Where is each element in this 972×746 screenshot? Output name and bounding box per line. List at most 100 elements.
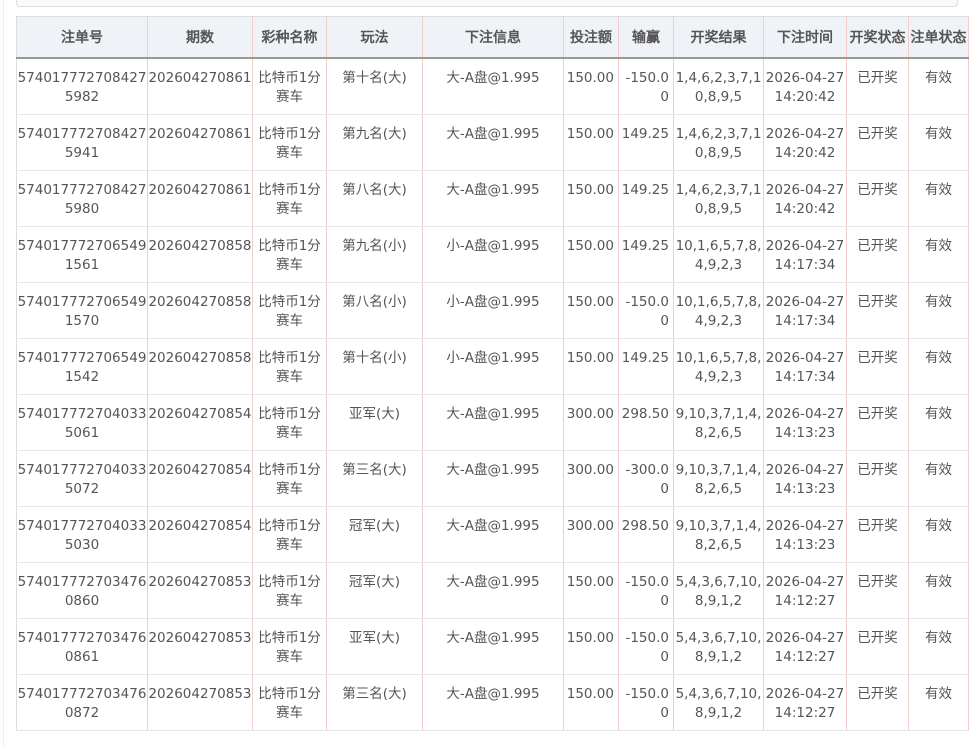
cell-bet-id: 5740177727034760861	[16, 618, 148, 675]
cell-lottery-name: 比特币1分赛车	[252, 674, 327, 731]
table-row: 5740177727084275941 202604270861 比特币1分赛车 第九…	[16, 114, 969, 171]
cell-win-loss: -150.00	[618, 58, 674, 115]
cell-bet-id: 5740177727040335030	[16, 506, 148, 563]
cell-bet-info: 小-A盘@1.995	[422, 226, 564, 283]
cell-period: 202604270853	[147, 674, 253, 731]
cell-play-type: 亚军(大)	[326, 394, 423, 451]
cell-play-type: 第九名(大)	[326, 114, 423, 171]
cell-bet-amount: 300.00	[563, 394, 619, 451]
cell-draw-result: 9,10,3,7,1,4,8,2,6,5	[673, 506, 764, 563]
cell-draw-result: 5,4,3,6,7,10,8,9,1,2	[673, 618, 764, 675]
cell-bet-time: 2026-04-27 14:13:23	[763, 394, 847, 451]
cell-bet-info: 大-A盘@1.995	[422, 674, 564, 731]
header-bet-time: 下注时间	[763, 16, 847, 59]
cell-bet-status: 有效	[908, 506, 969, 563]
cell-lottery-name: 比特币1分赛车	[252, 58, 327, 115]
cell-win-loss: -300.00	[618, 450, 674, 507]
cell-bet-time: 2026-04-27 14:17:34	[763, 282, 847, 339]
cell-bet-status: 有效	[908, 562, 969, 619]
cell-draw-result: 1,4,6,2,3,7,10,8,9,5	[673, 58, 764, 115]
cell-bet-amount: 150.00	[563, 282, 619, 339]
cell-period: 202604270853	[147, 618, 253, 675]
header-bet-amount: 投注额	[563, 16, 619, 59]
cell-lottery-name: 比特币1分赛车	[252, 226, 327, 283]
cell-draw-status: 已开奖	[846, 170, 909, 227]
cell-bet-amount: 150.00	[563, 226, 619, 283]
cell-bet-status: 有效	[908, 282, 969, 339]
cell-lottery-name: 比特币1分赛车	[252, 618, 327, 675]
cell-draw-status: 已开奖	[846, 394, 909, 451]
cell-bet-time: 2026-04-27 14:20:42	[763, 58, 847, 115]
header-draw-status: 开奖状态	[846, 16, 909, 59]
cell-period: 202604270861	[147, 58, 253, 115]
cell-play-type: 第十名(大)	[326, 58, 423, 115]
cell-bet-amount: 150.00	[563, 114, 619, 171]
cell-bet-amount: 150.00	[563, 562, 619, 619]
cell-period: 202604270858	[147, 282, 253, 339]
cell-bet-time: 2026-04-27 14:12:27	[763, 618, 847, 675]
cell-draw-status: 已开奖	[846, 226, 909, 283]
cell-play-type: 第八名(小)	[326, 282, 423, 339]
cell-draw-status: 已开奖	[846, 562, 909, 619]
cell-draw-result: 10,1,6,5,7,8,4,9,2,3	[673, 338, 764, 395]
cell-lottery-name: 比特币1分赛车	[252, 450, 327, 507]
cell-draw-status: 已开奖	[846, 450, 909, 507]
cell-period: 202604270854	[147, 506, 253, 563]
cell-bet-info: 大-A盘@1.995	[422, 170, 564, 227]
cell-draw-result: 9,10,3,7,1,4,8,2,6,5	[673, 450, 764, 507]
cell-bet-id: 5740177727084275980	[16, 170, 148, 227]
cell-bet-info: 大-A盘@1.995	[422, 618, 564, 675]
cell-lottery-name: 比特币1分赛车	[252, 506, 327, 563]
cell-bet-amount: 150.00	[563, 58, 619, 115]
cell-play-type: 第三名(大)	[326, 450, 423, 507]
cell-win-loss: 298.50	[618, 394, 674, 451]
cell-bet-time: 2026-04-27 14:20:42	[763, 114, 847, 171]
header-draw-result: 开奖结果	[673, 16, 764, 59]
cell-win-loss: -150.00	[618, 674, 674, 731]
cell-bet-amount: 150.00	[563, 338, 619, 395]
cell-draw-result: 10,1,6,5,7,8,4,9,2,3	[673, 226, 764, 283]
cell-play-type: 第十名(小)	[326, 338, 423, 395]
cell-bet-status: 有效	[908, 674, 969, 731]
cell-bet-id: 5740177727065491542	[16, 338, 148, 395]
cell-bet-id: 5740177727084275982	[16, 58, 148, 115]
header-bet-info: 下注信息	[422, 16, 564, 59]
page-border	[3, 0, 4, 746]
cell-win-loss: 149.25	[618, 170, 674, 227]
cell-bet-time: 2026-04-27 14:13:23	[763, 506, 847, 563]
cell-lottery-name: 比特币1分赛车	[252, 394, 327, 451]
cell-play-type: 亚军(大)	[326, 618, 423, 675]
cell-win-loss: -150.00	[618, 562, 674, 619]
cell-period: 202604270861	[147, 170, 253, 227]
table-row: 5740177727040335030 202604270854 比特币1分赛车 冠军…	[16, 506, 969, 563]
cell-win-loss: 149.25	[618, 226, 674, 283]
cell-draw-status: 已开奖	[846, 282, 909, 339]
header-bet-status: 注单状态	[908, 16, 969, 59]
header-play-type: 玩法	[326, 16, 423, 59]
cell-draw-result: 1,4,6,2,3,7,10,8,9,5	[673, 114, 764, 171]
cell-bet-info: 大-A盘@1.995	[422, 562, 564, 619]
cell-win-loss: 149.25	[618, 338, 674, 395]
cell-bet-status: 有效	[908, 450, 969, 507]
cell-period: 202604270858	[147, 226, 253, 283]
cell-lottery-name: 比特币1分赛车	[252, 562, 327, 619]
cell-draw-result: 9,10,3,7,1,4,8,2,6,5	[673, 394, 764, 451]
cell-bet-status: 有效	[908, 226, 969, 283]
cell-bet-status: 有效	[908, 170, 969, 227]
cell-lottery-name: 比特币1分赛车	[252, 282, 327, 339]
cell-play-type: 第八名(大)	[326, 170, 423, 227]
cell-bet-id: 5740177727065491561	[16, 226, 148, 283]
bet-records-table: 注单号 期数 彩种名称 玩法 下注信息 投注额 输赢 开奖结果 下注时间 开奖状态 注单状态 574…	[16, 16, 969, 731]
cell-period: 202604270854	[147, 394, 253, 451]
cell-period: 202604270861	[147, 114, 253, 171]
cell-play-type: 冠军(大)	[326, 506, 423, 563]
filter-panel	[16, 0, 958, 7]
table-row: 5740177727084275980 202604270861 比特币1分赛车 第八…	[16, 170, 969, 227]
cell-bet-id: 5740177727084275941	[16, 114, 148, 171]
cell-lottery-name: 比特币1分赛车	[252, 114, 327, 171]
cell-bet-status: 有效	[908, 618, 969, 675]
cell-play-type: 第三名(大)	[326, 674, 423, 731]
table-row: 5740177727034760872 202604270853 比特币1分赛车 第三…	[16, 674, 969, 731]
cell-lottery-name: 比特币1分赛车	[252, 338, 327, 395]
cell-bet-status: 有效	[908, 114, 969, 171]
